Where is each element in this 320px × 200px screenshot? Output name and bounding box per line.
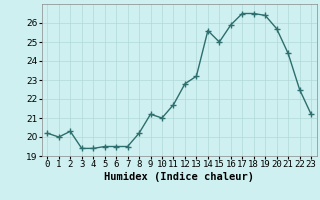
X-axis label: Humidex (Indice chaleur): Humidex (Indice chaleur) — [104, 172, 254, 182]
